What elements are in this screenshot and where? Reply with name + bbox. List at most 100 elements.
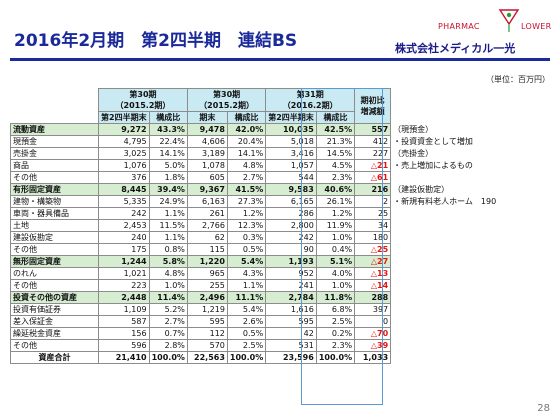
row-label: 商品 xyxy=(10,159,99,172)
value-q2-31: 531 xyxy=(265,339,317,352)
ratio-end-30: 20.4% xyxy=(226,135,267,148)
row-note: ・売上増加によるもの xyxy=(393,161,473,170)
value-end-30: 605 xyxy=(186,171,228,184)
row-label: 資産合計 xyxy=(10,351,99,364)
ratio-q2-30: 4.8% xyxy=(148,267,188,280)
row-note xyxy=(391,340,546,352)
value-q2-30: 175 xyxy=(98,243,150,256)
table-row: その他 376 1.8% 605 2.7% 544 2.3% △61 xyxy=(10,171,546,184)
value-end-30: 2,766 xyxy=(186,219,228,232)
row-label: 流動資産 xyxy=(10,123,99,136)
value-end-30: 4,606 xyxy=(186,135,228,148)
balance-sheet-table: 第30期 （2015.2期） 第30期 （2015.2期） 第31期 （2016.2期… xyxy=(10,88,546,364)
value-end-30: 570 xyxy=(186,339,228,352)
change-value: △21 xyxy=(354,159,392,172)
change-value: 288 xyxy=(354,291,392,304)
col-q2-30: 第2四半期末 xyxy=(98,111,150,124)
change-value: 397 xyxy=(354,303,392,316)
ratio-q2-30: 5.0% xyxy=(148,159,188,172)
row-note: （現預金） xyxy=(390,123,546,136)
title-underline xyxy=(10,58,550,61)
ratio-q2-31: 11.9% xyxy=(315,219,356,232)
value-end-30: 115 xyxy=(186,243,228,256)
table-row: 建設仮勘定 240 1.1% 62 0.3% 242 1.0% 180 xyxy=(10,231,546,244)
value-end-30: 112 xyxy=(186,327,228,340)
change-value: 25 xyxy=(354,207,392,220)
col-group-31: 第31期 （2016.2期） xyxy=(265,88,356,112)
value-end-30: 62 xyxy=(186,231,228,244)
row-note xyxy=(390,291,546,304)
row-note xyxy=(391,268,546,280)
ratio-end-30: 4.8% xyxy=(226,159,267,172)
change-value: △27 xyxy=(354,255,392,268)
table-row: 有形固定資産 8,445 39.4% 9,367 41.5% 9,583 40.6% 216 （… xyxy=(10,183,546,196)
ratio-q2-31: 6.8% xyxy=(315,303,356,316)
value-q2-31: 3,416 xyxy=(265,147,317,160)
ratio-q2-31: 4.5% xyxy=(315,159,356,172)
ratio-q2-30: 1.1% xyxy=(148,231,188,244)
value-q2-31: 42 xyxy=(265,327,317,340)
value-q2-30: 1,076 xyxy=(98,159,150,172)
table-row: 無形固定資産 1,244 5.8% 1,220 5.4% 1,193 5.1% △27 xyxy=(10,255,546,268)
col-group-30b: 第30期 （2015.2期） xyxy=(186,88,267,112)
value-q2-31: 1,616 xyxy=(265,303,317,316)
change-value: 0 xyxy=(354,315,392,328)
row-label: 建物・構築物 xyxy=(10,195,99,208)
ratio-q2-30: 1.8% xyxy=(148,171,188,184)
value-q2-30: 1,109 xyxy=(98,303,150,316)
row-note: （建設仮勘定） xyxy=(390,183,546,196)
ratio-q2-30: 5.8% xyxy=(148,255,188,268)
table-row: 建物・構築物 5,335 24.9% 6,163 27.3% 6,165 26.1% 2 ・新規… xyxy=(10,195,546,208)
ratio-q2-31: 0.2% xyxy=(315,327,356,340)
change-value: △13 xyxy=(354,267,392,280)
row-label: 土地 xyxy=(10,219,99,232)
ratio-q2-30: 11.5% xyxy=(148,219,188,232)
logo-text-left: PHARMAC xyxy=(438,22,480,31)
ratio-q2-30: 22.4% xyxy=(148,135,188,148)
change-value: 227 xyxy=(354,147,392,160)
table-row: 差入保証金 587 2.7% 595 2.6% 595 2.5% 0 xyxy=(10,315,546,328)
value-end-30: 9,367 xyxy=(186,183,228,196)
value-q2-31: 595 xyxy=(265,315,317,328)
change-value: △61 xyxy=(354,171,392,184)
value-end-30: 6,163 xyxy=(186,195,228,208)
col-ratio-31: 構成比 xyxy=(315,111,356,124)
row-note xyxy=(391,220,546,232)
value-end-30: 255 xyxy=(186,279,228,292)
value-q2-31: 1,057 xyxy=(265,159,317,172)
value-q2-31: 6,165 xyxy=(265,195,317,208)
row-label: 繰延税金資産 xyxy=(10,327,99,340)
ratio-q2-30: 39.4% xyxy=(148,183,188,196)
value-q2-30: 4,795 xyxy=(98,135,150,148)
row-note: （売掛金） xyxy=(393,149,434,158)
ratio-q2-31: 1.0% xyxy=(315,279,356,292)
ratio-q2-31: 2.3% xyxy=(315,171,356,184)
value-q2-30: 2,448 xyxy=(98,291,150,304)
value-q2-31: 5,018 xyxy=(265,135,317,148)
ratio-end-30: 2.7% xyxy=(226,171,267,184)
col-ratio-30a: 構成比 xyxy=(148,111,188,124)
row-label: 売掛金 xyxy=(10,147,99,160)
row-note xyxy=(391,328,546,340)
row-label: 差入保証金 xyxy=(10,315,99,328)
value-q2-30: 1,244 xyxy=(98,255,150,268)
ratio-end-30: 41.5% xyxy=(226,183,267,196)
table-row: その他 175 0.8% 115 0.5% 90 0.4% △25 xyxy=(10,243,546,256)
row-label: その他 xyxy=(10,243,99,256)
value-q2-31: 90 xyxy=(265,243,317,256)
value-end-30: 1,220 xyxy=(186,255,228,268)
ratio-end-30: 2.5% xyxy=(226,339,267,352)
value-q2-31: 544 xyxy=(265,171,317,184)
ratio-q2-31: 1.0% xyxy=(315,231,356,244)
ratio-q2-30: 1.1% xyxy=(148,207,188,220)
row-note xyxy=(391,172,546,184)
value-q2-30: 5,335 xyxy=(98,195,150,208)
row-label: その他 xyxy=(10,339,99,352)
value-q2-30: 156 xyxy=(98,327,150,340)
value-end-30: 9,478 xyxy=(186,123,228,136)
table-row: 売掛金 3,025 14.1% 3,189 14.1% 3,416 14.5% 227 （売掛金… xyxy=(10,147,546,160)
page-number: 28 xyxy=(537,403,550,414)
col-q2-31: 第2四半期末 xyxy=(265,111,317,124)
change-value: 557 xyxy=(354,123,392,136)
ratio-end-30: 0.3% xyxy=(226,231,267,244)
